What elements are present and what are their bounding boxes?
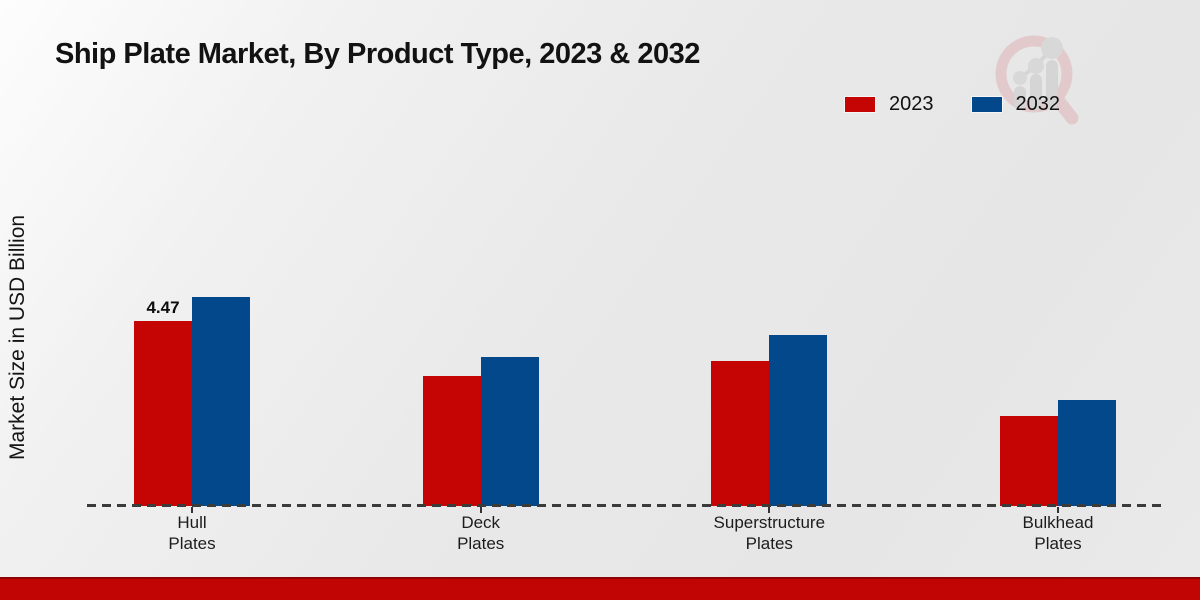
chart-title: Ship Plate Market, By Product Type, 2023… xyxy=(55,38,700,70)
legend: 2023 2032 xyxy=(845,93,1060,116)
magnifier-bar-chart-logo xyxy=(988,26,1084,128)
x-axis-label-deck-plates: Deck Plates xyxy=(457,513,505,553)
x-axis-label-bulkhead-plates: Bulkhead Plates xyxy=(1022,513,1094,553)
legend-swatch-2023 xyxy=(845,97,875,112)
footer-accent-bar xyxy=(0,577,1200,600)
bar-2023-deck-plates xyxy=(422,376,481,506)
legend-label-2023: 2023 xyxy=(889,93,934,115)
legend-label-2032: 2032 xyxy=(1015,93,1061,115)
x-axis-tick-hull-plates xyxy=(191,507,193,513)
x-axis-dashed-line xyxy=(87,504,1163,507)
x-axis-tick-deck-plates xyxy=(479,507,482,513)
legend-swatch-2032 xyxy=(971,97,1002,112)
x-axis-label-hull-plates: Hull Plates xyxy=(168,513,216,553)
bar-2032-hull-plates xyxy=(192,296,250,506)
bar-2023-superstructure-plates xyxy=(711,361,770,506)
bar-2032-superstructure-plates xyxy=(769,335,828,506)
bar-2032-bulkhead-plates xyxy=(1058,400,1116,506)
legend-item-2032: 2032 xyxy=(971,93,1061,116)
x-axis-tick-superstructure-plates xyxy=(768,507,771,513)
bar-2023-hull-plates xyxy=(134,320,192,506)
legend-item-2023: 2023 xyxy=(845,93,934,116)
x-axis-tick-bulkhead-plates xyxy=(1057,507,1059,513)
bar-2032-deck-plates xyxy=(480,356,539,506)
x-axis-label-superstructure-plates: Superstructure Plates xyxy=(713,513,826,553)
bar-2023-bulkhead-plates xyxy=(1000,416,1058,506)
bar-value-label: 4.47 xyxy=(146,297,180,317)
